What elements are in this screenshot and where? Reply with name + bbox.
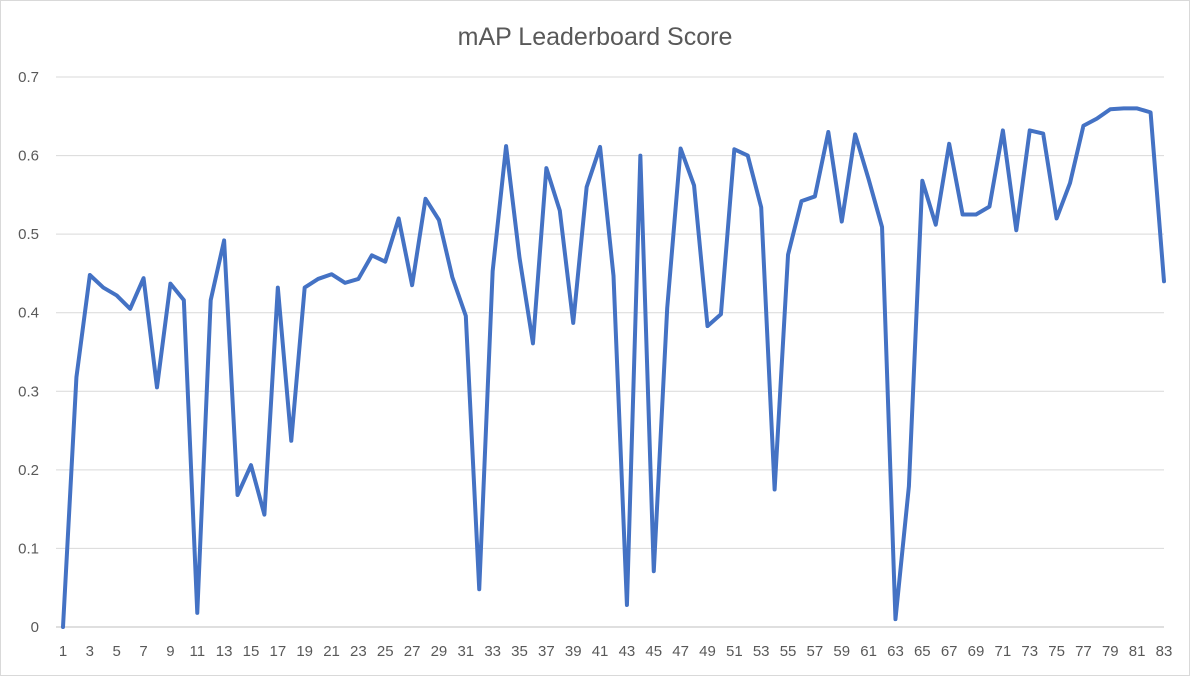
x-tick-label: 59 xyxy=(833,643,850,660)
series-layer xyxy=(61,106,1166,629)
x-tick-label: 65 xyxy=(914,643,931,660)
y-tick-label: 0.2 xyxy=(18,462,39,479)
x-tick-label: 25 xyxy=(377,643,394,660)
y-tick-label: 0.5 xyxy=(18,226,39,243)
x-tick-label: 15 xyxy=(243,643,260,660)
x-tick-label: 35 xyxy=(511,643,528,660)
x-tick-label: 19 xyxy=(296,643,313,660)
x-tick-label: 61 xyxy=(860,643,877,660)
x-tick-label: 9 xyxy=(166,643,174,660)
x-tick-label: 27 xyxy=(404,643,421,660)
x-tick-label: 29 xyxy=(431,643,448,660)
x-tick-label: 5 xyxy=(113,643,121,660)
x-tick-label: 55 xyxy=(780,643,797,660)
x-tick-label: 31 xyxy=(457,643,474,660)
x-axis-ticks: 1 3 5 7 9 11 13 15 17 19 21 23 25 27 29 31 33 35 37 39 41 43 4… xyxy=(59,643,1173,660)
x-tick-label: 41 xyxy=(592,643,609,660)
x-tick-label: 81 xyxy=(1129,643,1146,660)
x-tick-label: 57 xyxy=(807,643,824,660)
x-tick-label: 47 xyxy=(672,643,689,660)
y-tick-label: 0.3 xyxy=(18,383,39,400)
x-tick-label: 53 xyxy=(753,643,770,660)
x-tick-label: 13 xyxy=(216,643,233,660)
x-tick-label: 21 xyxy=(323,643,340,660)
x-tick-label: 63 xyxy=(887,643,904,660)
y-tick-label: 0 xyxy=(31,619,39,636)
y-tick-label: 0.7 xyxy=(18,69,39,86)
x-tick-label: 33 xyxy=(484,643,501,660)
x-tick-label: 71 xyxy=(995,643,1012,660)
x-tick-label: 17 xyxy=(269,643,286,660)
x-tick-label: 7 xyxy=(139,643,147,660)
chart-title: mAP Leaderboard Score xyxy=(458,23,733,51)
x-tick-label: 83 xyxy=(1156,643,1173,660)
x-tick-label: 79 xyxy=(1102,643,1119,660)
x-tick-label: 77 xyxy=(1075,643,1092,660)
x-tick-label: 11 xyxy=(189,643,205,660)
y-tick-label: 0.1 xyxy=(18,540,39,557)
x-tick-label: 37 xyxy=(538,643,555,660)
x-tick-label: 51 xyxy=(726,643,743,660)
x-tick-label: 43 xyxy=(619,643,636,660)
x-tick-label: 73 xyxy=(1021,643,1038,660)
x-tick-label: 1 xyxy=(59,643,67,660)
series-line xyxy=(61,106,1166,629)
x-tick-label: 45 xyxy=(645,643,662,660)
y-tick-label: 0.6 xyxy=(18,148,39,165)
x-tick-label: 3 xyxy=(86,643,94,660)
x-tick-label: 39 xyxy=(565,643,582,660)
x-tick-label: 75 xyxy=(1048,643,1065,660)
x-tick-label: 69 xyxy=(968,643,985,660)
x-tick-label: 49 xyxy=(699,643,716,660)
x-tick-label: 23 xyxy=(350,643,367,660)
y-axis-ticks: 0 0.1 0.2 0.3 0.4 0.5 0.6 0.7 xyxy=(18,69,39,636)
x-tick-label: 67 xyxy=(941,643,958,660)
y-tick-label: 0.4 xyxy=(18,305,39,322)
